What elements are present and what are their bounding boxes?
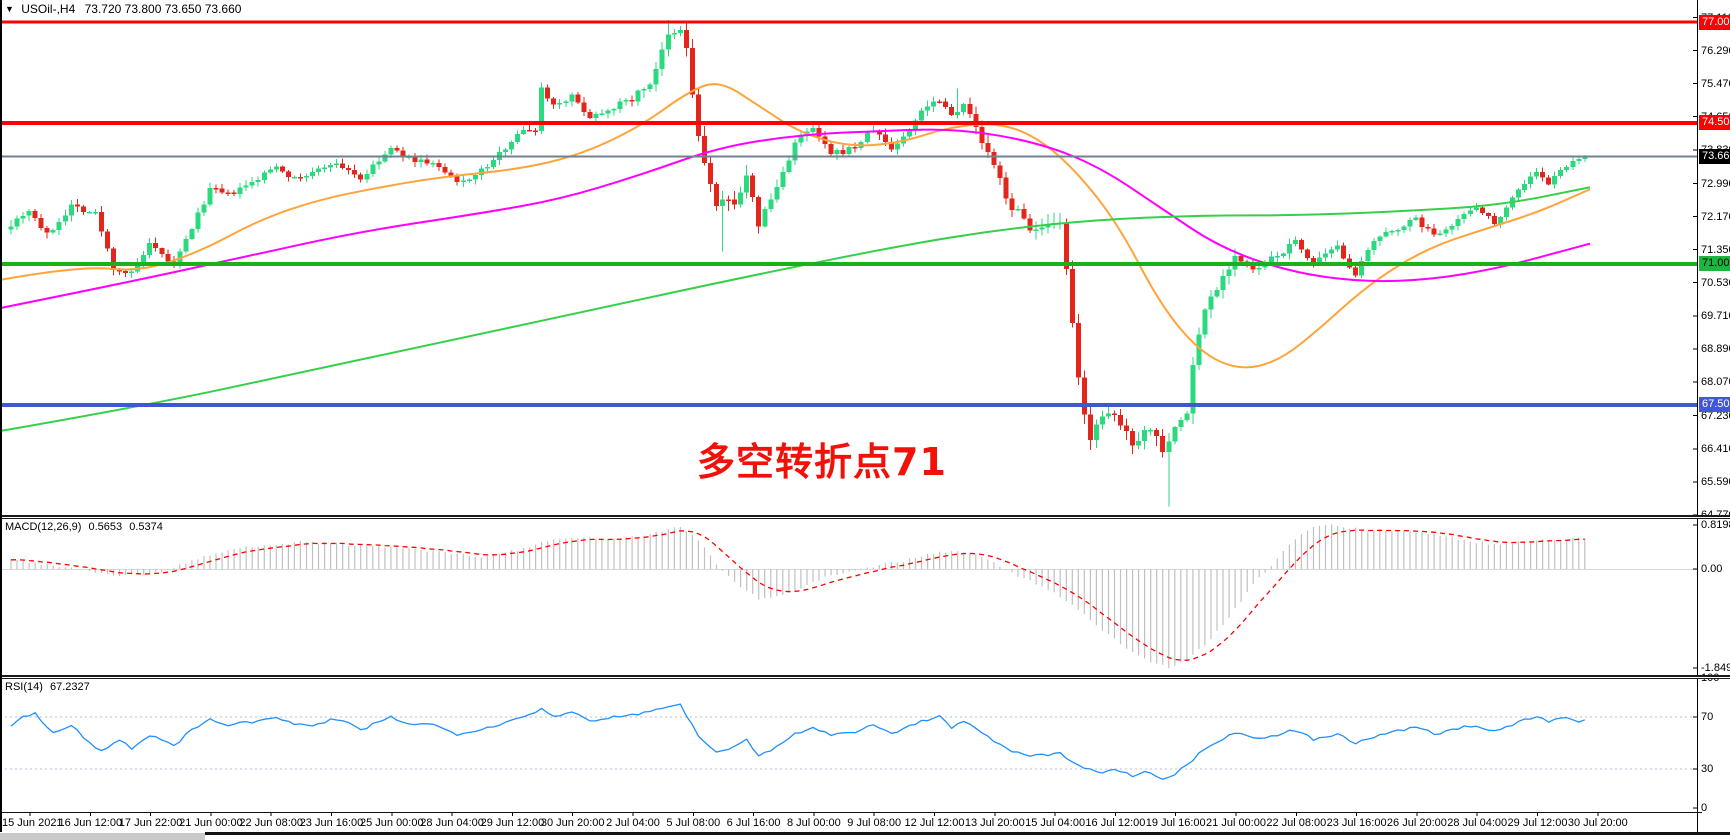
time-tick-label: 12 Jul 12:00 [904,817,965,829]
price-tick-label: 72.170 [1701,210,1730,223]
rsi-indicator-label: RSI(14) 67.2327 [5,681,94,693]
macd-signal-value: 0.5374 [129,521,163,533]
time-tick-label: 16 Jun 12:00 [58,817,123,829]
symbol-dropdown-icon: ▼ [5,4,14,14]
price-tick-label: 68.070 [1701,375,1730,388]
rsi-value: 67.2327 [49,681,90,693]
rsi-axis-label: 70 [1701,711,1714,723]
time-tick-label: 21 Jun 00:00 [179,817,243,829]
rsi-axis-label: 30 [1701,763,1714,775]
chart-text-annotation: 多空转折点71 [697,440,947,484]
time-tick-label: 19 Jul 16:00 [1145,817,1206,829]
symbol-period-label: USOil-,H4 [21,2,76,16]
price-badge-74.500: 74.500 [1699,115,1730,131]
macd-main-value: 0.5653 [88,521,123,533]
macd-axis-label: 0.8198 [1701,519,1730,532]
time-tick-label: 22 Jul 08:00 [1266,817,1327,829]
window-left-border [0,0,2,832]
time-tick-label: 6 Jul 16:00 [726,817,781,829]
price-tick-label: 71.350 [1701,243,1730,256]
time-tick-label: 30 Jul 20:00 [1567,817,1628,829]
price-tick-label: 75.470 [1701,77,1730,90]
time-tick-label: 8 Jul 00:00 [786,817,841,829]
macd-axis-label: 0.00 [1701,563,1723,575]
time-tick-label: 28 Jun 04:00 [420,817,484,829]
time-tick-label: 23 Jul 16:00 [1326,817,1387,829]
time-tick-label: 28 Jul 04:00 [1447,817,1508,829]
ma-mid-magenta [0,128,1591,310]
time-tick-label: 26 Jul 20:00 [1386,817,1447,829]
rsi-panel [0,703,1697,780]
macd-indicator-label: MACD(12,26,9) 0.5653 0.5374 [5,521,167,533]
time-tick-label: 29 Jun 12:00 [480,817,545,829]
horizontal-scrollbar[interactable] [0,833,205,840]
time-tick-label: 25 Jun 00:00 [359,817,424,829]
time-tick-label: 30 Jun 20:00 [540,817,605,829]
price-tick-label: 66.410 [1701,442,1730,455]
price-tick-label: 69.710 [1701,309,1730,322]
time-tick-label: 13 Jul 20:00 [964,817,1025,829]
price-tick-label: 65.590 [1701,475,1730,488]
price-badge-77.000: 77.000 [1699,14,1730,30]
rsi-panel-bottom-border [0,812,1702,813]
time-tick-label: 22 Jun 08:00 [239,817,303,829]
price-tick-label: 72.990 [1701,177,1730,190]
time-tick-label: 21 Jul 00:00 [1206,817,1266,829]
panel-divider-macd-rsi[interactable] [0,675,1730,679]
time-tick-label: 2 Jul 04:00 [606,817,660,829]
time-tick-label: 23 Jun 16:00 [299,817,364,829]
time-tick-label: 9 Jul 08:00 [847,817,902,829]
ma-slow-green [0,186,1591,433]
price-tick-label: 67.230 [1701,409,1730,422]
time-tick-label: 15 Jun 2021 [2,817,63,829]
macd-axis-label: -1.8495 [1701,662,1730,675]
window-bottom-border [205,832,1730,835]
ma-fast-orange [0,83,1591,369]
time-tick-label: 15 Jul 04:00 [1025,817,1086,829]
time-tick-label: 5 Jul 08:00 [666,817,721,829]
price-tick-label: 70.530 [1701,276,1730,289]
time-tick-label: 29 Jul 12:00 [1507,817,1568,829]
horizontal-level-lines [0,20,1697,407]
rsi-axis-label: 0 [1701,802,1708,814]
macd-name: MACD(12,26,9) [5,521,82,533]
rsi-name: RSI(14) [5,681,43,693]
chart-title: ▼ USOil-,H4 73.720 73.800 73.650 73.660 [5,2,241,16]
time-tick-label: 16 Jul 12:00 [1085,817,1146,829]
price-badge-73.660: 73.660 [1699,149,1730,165]
macd-panel [0,524,1697,669]
ohlc-values: 73.720 73.800 73.650 73.660 [84,2,242,16]
price-badge-67.500: 67.500 [1699,397,1730,413]
price-tick-label: 68.890 [1701,342,1730,355]
price-tick-label: 76.290 [1701,44,1730,57]
panel-divider-main-macd[interactable] [0,515,1730,519]
price-badge-71.000: 71.000 [1699,256,1730,272]
time-tick-label: 17 Jun 22:00 [118,817,183,829]
